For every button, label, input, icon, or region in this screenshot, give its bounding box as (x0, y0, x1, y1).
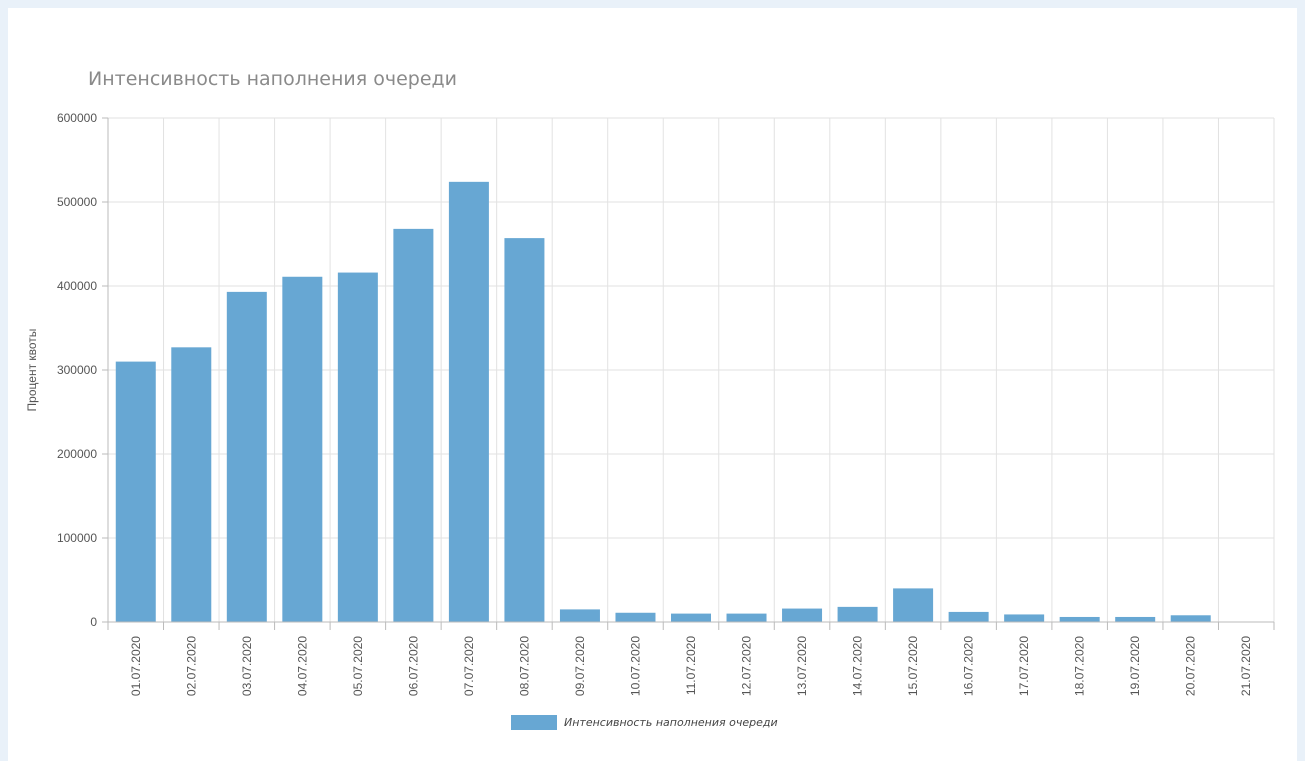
bar[interactable] (171, 347, 212, 622)
bar[interactable] (282, 276, 323, 622)
bar[interactable] (559, 609, 600, 622)
bar[interactable] (671, 613, 711, 622)
bar[interactable] (393, 228, 434, 622)
chart-panel: Интенсивность наполнения очереди (8, 8, 1297, 761)
bar[interactable] (1115, 616, 1156, 622)
y-tick-label: 300000 (57, 363, 97, 377)
x-tick-label: 19.07.2020 (1128, 636, 1142, 696)
bar[interactable] (837, 606, 878, 622)
x-tick-labels: 01.07.2020 02.07.2020 03.07.2020 04.07.2020… (129, 636, 1253, 696)
x-tick-label: 07.07.2020 (462, 636, 476, 696)
x-tick-label: 12.07.2020 (740, 636, 754, 696)
bar[interactable] (504, 238, 545, 622)
legend-swatch[interactable] (511, 715, 557, 730)
x-tick-label: 13.07.2020 (795, 636, 809, 696)
bar[interactable] (1059, 616, 1100, 622)
x-tick-label: 14.07.2020 (851, 636, 865, 696)
bars (115, 181, 1211, 622)
bar[interactable] (115, 361, 156, 622)
legend[interactable]: Интенсивность наполнения очереди (511, 715, 778, 730)
x-tick-label: 06.07.2020 (406, 636, 420, 696)
x-tick-label: 01.07.2020 (129, 636, 143, 696)
y-axis-label: Процент квоты (25, 329, 39, 412)
y-tick-label: 0 (90, 615, 97, 629)
y-tick-label: 200000 (57, 447, 97, 461)
x-tick-label: 17.07.2020 (1017, 636, 1031, 696)
bar[interactable] (893, 588, 934, 622)
axes (102, 117, 1275, 630)
bar[interactable] (337, 272, 378, 622)
x-tick-label: 15.07.2020 (906, 636, 920, 696)
chart-title: Интенсивность наполнения очереди (88, 68, 457, 90)
x-tick-label: 05.07.2020 (351, 636, 365, 696)
legend-label[interactable]: Интенсивность наполнения очереди (564, 716, 778, 729)
y-tick-label: 500000 (57, 195, 97, 209)
bar[interactable] (782, 608, 823, 622)
bar[interactable] (1170, 615, 1211, 622)
y-tick-label: 400000 (57, 279, 97, 293)
bar[interactable] (615, 612, 656, 622)
x-tick-label: 04.07.2020 (295, 636, 309, 696)
bar[interactable] (726, 613, 767, 622)
x-tick-label: 11.07.2020 (684, 636, 698, 695)
x-tick-label: 16.07.2020 (962, 636, 976, 696)
y-tick-label: 600000 (57, 111, 97, 125)
x-tick-label: 03.07.2020 (240, 636, 254, 696)
bar[interactable] (1004, 614, 1045, 622)
x-tick-label: 09.07.2020 (573, 636, 587, 696)
x-tick-label: 10.07.2020 (628, 636, 642, 696)
x-tick-label: 08.07.2020 (517, 636, 531, 696)
x-tick-label: 21.07.2020 (1239, 636, 1253, 696)
bar[interactable] (226, 291, 267, 622)
y-tick-label: 100000 (57, 531, 97, 545)
bar[interactable] (448, 181, 489, 622)
x-tick-label: 02.07.2020 (184, 636, 198, 696)
y-tick-labels: 0 100000 200000 300000 400000 500000 600000 (57, 111, 97, 629)
x-tick-label: 18.07.2020 (1073, 636, 1087, 696)
x-tick-label: 20.07.2020 (1184, 636, 1198, 696)
bar[interactable] (948, 611, 989, 622)
